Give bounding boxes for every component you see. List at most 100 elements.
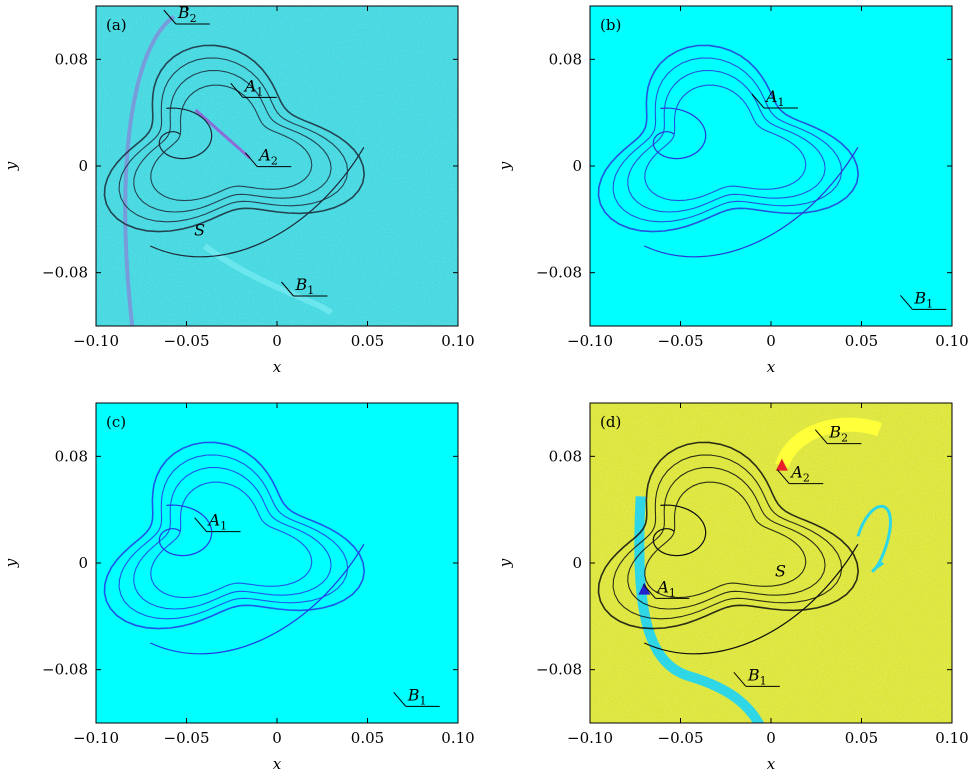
annotation-leader — [281, 281, 294, 297]
attractor-loop — [150, 481, 313, 599]
x-tick-label: 0.05 — [351, 332, 384, 350]
y-tick-label: 0 — [78, 554, 88, 572]
attractor-tail — [644, 147, 859, 258]
x-axis-label: x — [273, 358, 282, 376]
annotation-label: S — [194, 220, 205, 239]
panel-d: −0.10 −0.05 0 0.05 0.10 −0.08 0 0.08 x y (d) B2 A2 A1… — [496, 402, 969, 773]
panel-tag: (c) — [106, 413, 126, 431]
attractor-spiral — [158, 107, 213, 160]
attractor-loop — [597, 44, 860, 233]
y-tick-label: 0.08 — [549, 50, 582, 68]
attractor-spiral — [652, 107, 707, 160]
annotation-label: A2 — [789, 463, 810, 485]
y-axis-label: y — [2, 558, 20, 568]
x-axis-label: x — [273, 755, 282, 773]
x-tick-label: −0.10 — [567, 729, 613, 747]
x-tick-label: −0.10 — [73, 729, 119, 747]
attractor-loop — [103, 44, 366, 233]
attractor-tail — [150, 544, 365, 655]
annotation-label: B2 — [177, 3, 197, 25]
basin-B2-band — [123, 15, 175, 326]
x-tick-label: −0.05 — [658, 729, 704, 747]
y-tick-label: 0 — [78, 157, 88, 175]
attractor-loop — [150, 84, 313, 202]
plot-background — [590, 6, 952, 326]
x-tick-label: 0 — [272, 729, 282, 747]
x-tick-label: 0.05 — [351, 729, 384, 747]
y-tick-label: 0.08 — [55, 50, 88, 68]
annotation-label: B1 — [747, 665, 767, 687]
basin-s-curve — [856, 505, 892, 573]
annotation-leader — [814, 429, 828, 444]
x-tick-label: 0 — [272, 332, 282, 350]
y-tick-label: 0.08 — [55, 447, 88, 465]
attractor-loop — [103, 441, 366, 630]
annotation-leader — [194, 517, 207, 532]
attractor-loop — [644, 84, 807, 202]
x-tick-label: 0 — [766, 332, 776, 350]
attractor-loop — [118, 57, 349, 223]
y-axis-label: y — [496, 558, 514, 568]
attractor-loop — [644, 481, 807, 599]
plot-background — [96, 403, 458, 723]
panel-tag: (d) — [600, 413, 621, 431]
plot-content — [597, 44, 860, 258]
y-tick-label: 0 — [572, 157, 582, 175]
basin-B1-band — [634, 496, 765, 723]
x-tick-label: −0.10 — [73, 332, 119, 350]
annotation-label: A1 — [243, 76, 264, 98]
y-tick-label: −0.08 — [536, 264, 582, 282]
x-tick-label: 0.10 — [935, 332, 968, 350]
panel-b: −0.10 −0.05 0 0.05 0.10 −0.08 0 0.08 x y (b) A1 B1 — [496, 5, 969, 376]
attractor-loop — [627, 69, 826, 213]
panel-a: −0.10 −0.05 0 0.05 0.10 −0.08 0 0.08 x y (a) B2 A1 A2… — [2, 3, 475, 376]
attractor-tail — [150, 147, 365, 258]
A2-triangle — [775, 458, 788, 471]
plot-content — [103, 441, 366, 655]
attractor-loop — [597, 441, 860, 630]
x-tick-label: −0.10 — [567, 332, 613, 350]
attractor-spiral — [158, 504, 213, 557]
annotation-leader — [733, 672, 747, 687]
annotation-leader — [163, 9, 177, 25]
x-tick-label: 0 — [766, 729, 776, 747]
x-tick-label: 0.10 — [935, 729, 968, 747]
attractor-loop — [133, 69, 332, 213]
attractor-tail — [644, 544, 859, 655]
panel-tag: (b) — [600, 16, 621, 34]
x-tick-label: 0.05 — [845, 332, 878, 350]
A1-triangle — [638, 582, 651, 595]
y-axis-label: y — [496, 161, 514, 171]
y-tick-label: −0.08 — [42, 661, 88, 679]
background-noise — [590, 403, 952, 723]
annotation-leader — [751, 93, 765, 109]
attractor-loop — [627, 466, 826, 610]
annotation-label: B1 — [407, 685, 427, 707]
panel-tag: (a) — [106, 16, 127, 34]
annotation-label: A1 — [655, 577, 676, 599]
x-tick-label: −0.05 — [164, 332, 210, 350]
x-tick-label: 0.05 — [845, 729, 878, 747]
attractor-loop — [612, 57, 843, 223]
y-axis-label: y — [2, 161, 20, 171]
x-axis-label: x — [767, 755, 776, 773]
x-tick-label: 0.10 — [441, 332, 474, 350]
x-tick-label: −0.05 — [164, 729, 210, 747]
annotation-label: A2 — [257, 146, 278, 168]
basin-B2-band — [775, 417, 883, 469]
annotation-label: B1 — [913, 288, 933, 310]
plot-content — [597, 417, 892, 723]
x-tick-label: 0.10 — [441, 729, 474, 747]
A1-A2-connector — [194, 108, 251, 160]
y-tick-label: 0 — [572, 554, 582, 572]
basin-B1-band — [202, 243, 334, 316]
annotation-label: B1 — [294, 275, 314, 297]
attractor-loop — [612, 454, 843, 620]
annotation-leader — [642, 584, 656, 599]
panel-c: −0.10 −0.05 0 0.05 0.10 −0.08 0 0.08 x y (c) A1 B1 — [2, 402, 475, 773]
annotation-leader — [244, 152, 258, 167]
y-tick-label: −0.08 — [42, 264, 88, 282]
attractor-loop — [118, 454, 349, 620]
annotation-label: A1 — [207, 511, 228, 533]
